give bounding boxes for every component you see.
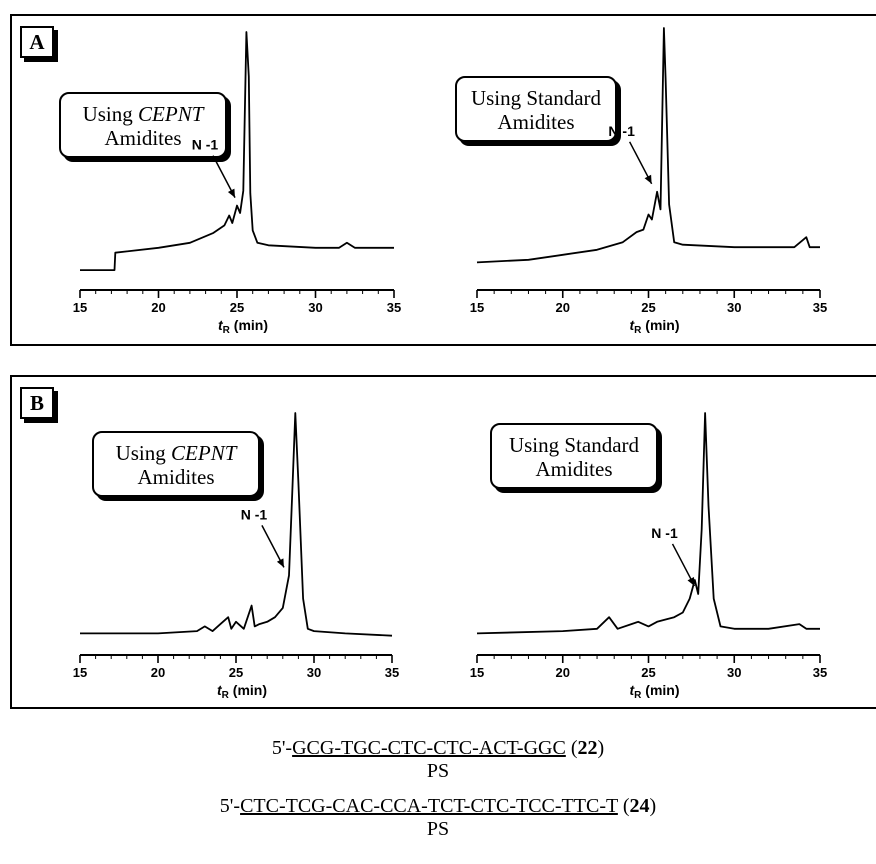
compound-number: 22 (577, 737, 598, 759)
x-tick-label: 25 (641, 665, 655, 680)
callout-cepnt: Using CEPNT Amidites (59, 92, 227, 158)
x-tick-label: 35 (813, 665, 827, 680)
callout-line2: Amidites (137, 465, 215, 489)
sequence-paren-open: ( (565, 737, 578, 759)
compound-number: 24 (629, 795, 650, 817)
x-tick-label: 35 (385, 665, 399, 680)
sequence-line: 5'-GCG-TGC-CTC-CTC-ACT-GGC (22) (0, 736, 876, 760)
backbone-label: PS (426, 818, 450, 840)
callout-prefix: Using Standard (508, 433, 640, 457)
x-tick-label: 20 (151, 665, 165, 680)
callout-line2: Amidites (535, 457, 613, 481)
callout-prefix: Using (82, 102, 139, 126)
x-axis-label: tR (min) (217, 682, 267, 701)
backbone-label: PS (426, 760, 450, 782)
x-tick-label: 30 (727, 300, 741, 315)
x-tick-label: 15 (73, 300, 87, 315)
annotation-arrow-head (687, 577, 695, 586)
x-tick-label: 25 (641, 300, 655, 315)
callout-line2: Amidites (104, 126, 182, 150)
x-axis-label: tR (min) (629, 317, 679, 336)
callout-prefix: Using (115, 441, 172, 465)
sequence-bases: CTC-TCG-CAC-CCA-TCT-CTC-TCC-TTC-T (240, 795, 618, 817)
sequence-bases: GCG-TGC-CTC-CTC-ACT-GGC (292, 737, 566, 759)
callout-italic: CEPNT (171, 441, 237, 465)
sequence-prefix: 5'- (219, 795, 241, 817)
x-tick-label: 25 (230, 300, 244, 315)
x-tick-label: 20 (151, 300, 165, 315)
annotation-arrow-head (644, 174, 652, 184)
callout-prefix: Using Standard (470, 86, 602, 110)
annotation-arrow-head (276, 558, 284, 568)
panel-label: B (20, 387, 54, 419)
x-tick-label: 30 (727, 665, 741, 680)
callout-italic: CEPNT (138, 102, 204, 126)
chromatogram-trace (476, 412, 820, 635)
n-minus-1-label: N -1 (651, 525, 678, 541)
sequence-paren-close: ) (649, 795, 657, 817)
n-minus-1-label: N -1 (608, 123, 635, 139)
x-tick-label: 25 (229, 665, 243, 680)
sequence-prefix: 5'- (271, 737, 293, 759)
x-axis-label: tR (min) (218, 317, 268, 336)
callout-cepnt: Using CEPNT Amidites (92, 431, 260, 497)
x-tick-label: 15 (470, 300, 484, 315)
chromatogram-trace (80, 31, 394, 272)
n-minus-1-label: N -1 (241, 506, 268, 522)
sequence-paren-close: ) (597, 737, 605, 759)
sequence-2: 5'-CTC-TCG-CAC-CCA-TCT-CTC-TCC-TTC-T (24… (0, 794, 876, 842)
x-tick-label: 35 (813, 300, 827, 315)
x-tick-label: 35 (387, 300, 401, 315)
sequence-line: 5'-CTC-TCG-CAC-CCA-TCT-CTC-TCC-TTC-T (24… (0, 794, 876, 818)
chromatogram-trace (476, 27, 820, 264)
panel-b: B Using CEPNT Amidites Using Standard Am… (10, 375, 876, 709)
sequence-1: 5'-GCG-TGC-CTC-CTC-ACT-GGC (22) PS (0, 736, 876, 784)
annotation-arrow-head (227, 188, 235, 198)
x-tick-label: 15 (73, 665, 87, 680)
sequence-paren-open: ( (617, 795, 630, 817)
x-tick-label: 20 (556, 665, 570, 680)
callout-standard: Using Standard Amidites (455, 76, 617, 142)
x-axis-label: tR (min) (629, 682, 679, 701)
x-tick-label: 30 (308, 300, 322, 315)
panel-label: A (20, 26, 54, 58)
n-minus-1-label: N -1 (192, 137, 219, 153)
x-tick-label: 30 (307, 665, 321, 680)
chromatogram-trace (80, 412, 393, 637)
x-tick-label: 20 (556, 300, 570, 315)
callout-line2: Amidites (497, 110, 575, 134)
x-tick-label: 15 (470, 665, 484, 680)
callout-standard: Using Standard Amidites (490, 423, 658, 489)
